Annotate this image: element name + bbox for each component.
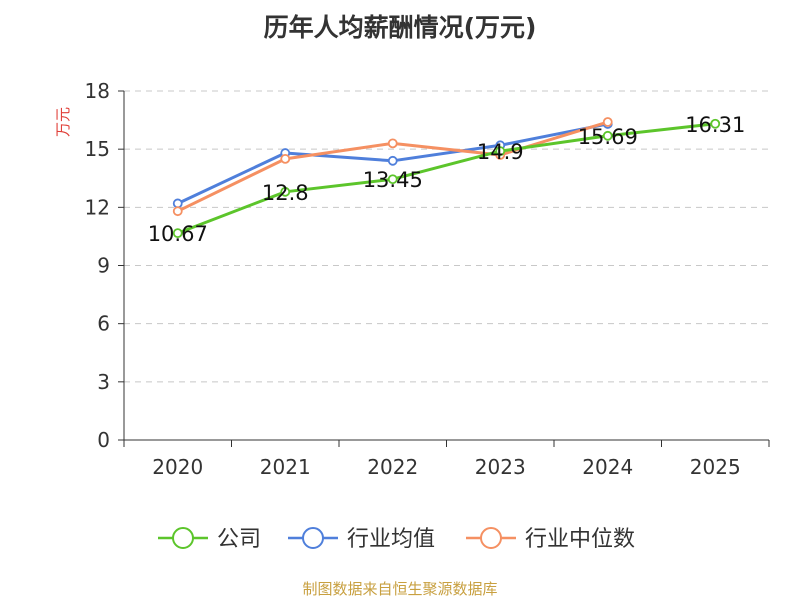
data-point [387,138,398,149]
data-label: 16.31 [685,113,745,137]
legend-label: 公司 [217,527,261,552]
data-labels: 10.67 12.8 13.45 14.9 15.69 16.31 [148,113,746,246]
y-tick-label: 18 [85,79,110,103]
data-point [495,146,506,157]
data-label: 14.9 [477,140,524,164]
data-point [387,155,398,166]
y-tick-label: 3 [97,370,110,394]
y-tick-label: 9 [97,254,110,278]
chart-title: 历年人均薪酬情况(万元) [263,13,537,42]
data-point [280,153,291,164]
x-tick-label: 2022 [367,455,418,479]
data-point [710,118,721,129]
data-point [172,228,183,239]
x-tick-label: 2020 [152,455,203,479]
axes: 0 3 6 9 12 15 18 2020 2021 2022 2023 2024 2025 万元 [54,79,770,479]
x-tick-label: 2023 [475,455,526,479]
y-tick-label: 12 [85,195,110,219]
legend-label: 行业中位数 [525,527,635,552]
source-note: 制图数据来自恒生聚源数据库 [302,580,498,598]
data-label: 13.45 [363,168,423,192]
data-label: 12.8 [262,181,309,205]
data-point [602,130,613,141]
grid-lines [124,90,769,383]
data-point [387,174,398,185]
legend-marker [172,527,194,549]
x-tick-label: 2025 [690,455,741,479]
y-tick-label: 6 [97,312,110,336]
legend-marker [302,527,324,549]
legend-marker [480,527,502,549]
data-point [172,198,183,209]
data-label: 15.69 [578,125,638,149]
x-tick-label: 2024 [582,455,633,479]
data-point [172,206,183,217]
data-point [280,186,291,197]
series-line-0 [177,122,716,235]
y-tick-label: 0 [97,428,110,452]
data-label: 10.67 [148,222,208,246]
data-point [602,117,613,127]
x-tick-label: 2021 [260,455,311,479]
y-axis-label: 万元 [54,107,72,137]
y-tick-label: 15 [85,137,110,161]
legend-label: 行业均值 [347,527,435,552]
legend: 公司 行业均值 行业中位数 [158,527,635,552]
series-lines [172,117,721,239]
